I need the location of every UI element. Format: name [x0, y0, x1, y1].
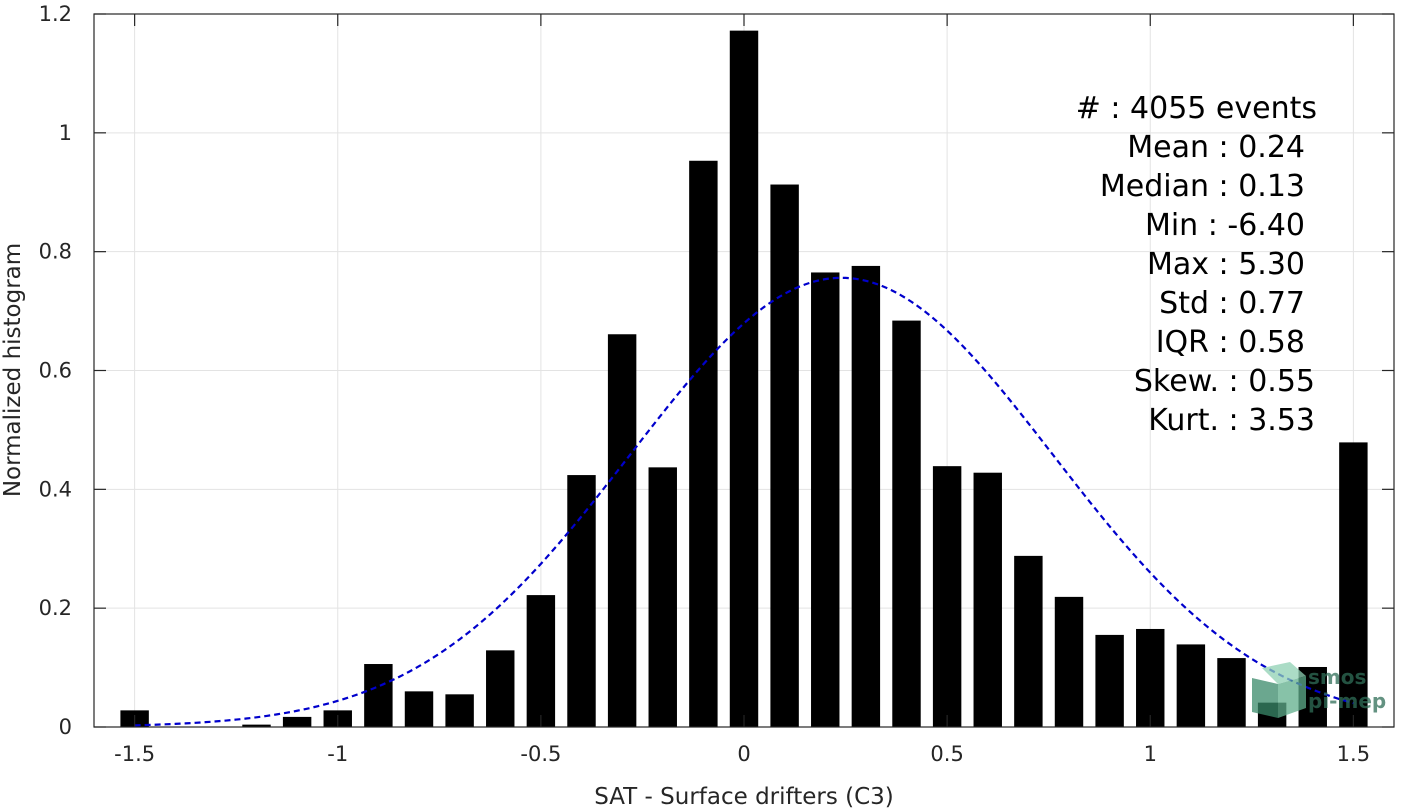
histogram-bar — [973, 472, 1002, 727]
x-tick-label: 0.5 — [930, 742, 963, 766]
stat-mean: Mean : 0.24 — [1127, 130, 1305, 165]
histogram-bar — [1095, 634, 1124, 727]
x-tick-labels: -1.5 -1 -0.5 0 0.5 1 1.5 — [114, 742, 1370, 766]
histogram-bar — [932, 466, 962, 727]
logo-text-smos: smos — [1308, 665, 1366, 689]
y-tick-labels: 0 0.2 0.4 0.6 0.8 1 1.2 — [39, 2, 72, 739]
histogram-bar — [770, 184, 799, 728]
histogram-bar — [1054, 596, 1084, 727]
y-tick-label: 0.8 — [39, 240, 72, 264]
cube-logo-icon — [1252, 662, 1306, 718]
y-axis-title: Normalized histogram — [0, 243, 26, 497]
histogram-bar — [729, 30, 759, 728]
stat-median: Median : 0.13 — [1100, 169, 1305, 204]
histogram-bar — [404, 691, 434, 727]
histogram-bar — [526, 595, 556, 727]
y-tick-label: 0.6 — [39, 359, 72, 383]
histogram-bar — [1339, 442, 1368, 727]
histogram-bar — [1217, 658, 1246, 727]
y-tick-label: 0.2 — [39, 596, 72, 620]
histogram-bar — [486, 650, 515, 727]
stat-iqr: IQR : 0.58 — [1156, 325, 1305, 360]
histogram-bar — [689, 160, 718, 728]
x-tick-label: -1.5 — [114, 742, 155, 766]
x-tick-label: 1 — [1144, 742, 1157, 766]
axes-frame — [93, 13, 1395, 728]
histogram-bar — [1014, 555, 1043, 727]
histogram-bar — [1176, 644, 1206, 727]
histogram-bar — [364, 664, 393, 727]
y-tick-label: 0 — [59, 715, 72, 739]
histogram-bar — [892, 320, 921, 727]
x-tick-label: -1 — [327, 742, 348, 766]
stats-box: # : 4055 events Mean : 0.24 Median : 0.1… — [1076, 91, 1317, 438]
y-tick-label: 0.4 — [39, 477, 72, 501]
histogram-bar — [242, 724, 271, 727]
histogram-bar — [1136, 628, 1165, 727]
x-tick-label: 1.5 — [1337, 742, 1370, 766]
histogram-bar — [567, 475, 596, 727]
stat-kurt: Kurt. : 3.53 — [1148, 403, 1315, 438]
stat-max: Max : 5.30 — [1147, 247, 1305, 282]
logo-text-pimep: pi-mep — [1308, 689, 1386, 713]
smos-pimep-logo: smos pi-mep — [1252, 662, 1386, 718]
histogram-bars — [120, 30, 1368, 728]
stat-count: # : 4055 events — [1076, 91, 1317, 126]
stat-min: Min : -6.40 — [1145, 208, 1305, 243]
stat-skew: Skew. : 0.55 — [1134, 364, 1315, 399]
histogram-bar — [607, 334, 637, 727]
x-tick-label: 0 — [737, 742, 750, 766]
histogram-bar — [445, 694, 474, 727]
histogram-bar — [648, 467, 677, 727]
x-tick-label: -0.5 — [520, 742, 561, 766]
x-axis-title: SAT - Surface drifters (C3) — [594, 784, 894, 809]
histogram-bar — [811, 272, 840, 727]
stat-std: Std : 0.77 — [1159, 286, 1305, 321]
y-tick-label: 1 — [59, 121, 72, 145]
normal-fit-curve — [134, 276, 1354, 727]
histogram-bar — [851, 265, 881, 727]
histogram-bar — [282, 716, 312, 727]
y-tick-label: 1.2 — [39, 2, 72, 26]
